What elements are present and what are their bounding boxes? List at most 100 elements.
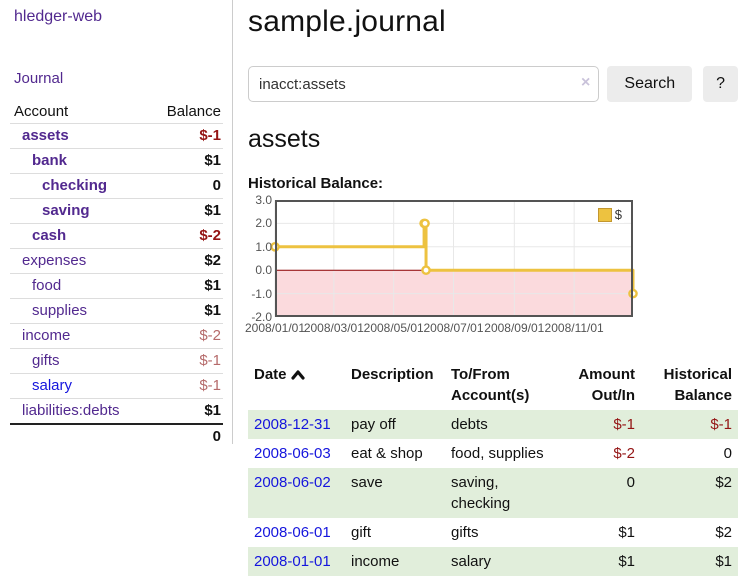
- transaction-amount: $1: [618, 524, 635, 541]
- account-link-liabilities-debts[interactable]: liabilities:debts: [22, 402, 120, 419]
- account-row: cash $-2: [10, 223, 223, 249]
- clear-search-icon[interactable]: ×: [581, 74, 591, 91]
- transaction-row: 2008-12-31 pay off debts $-1 $-1: [248, 410, 738, 439]
- sort-ascending-icon: [290, 370, 305, 380]
- x-axis-tick-label: 2008/05/01: [363, 321, 424, 335]
- transaction-row: 2008-06-01 gift gifts $1 $2: [248, 518, 738, 547]
- journal-link[interactable]: Journal: [14, 70, 64, 87]
- sidebar: hledger-web Journal Account Balance asse…: [0, 0, 233, 449]
- account-row: checking 0: [10, 173, 223, 199]
- chart-title: Historical Balance:: [248, 175, 384, 192]
- y-axis-tick-label: 3.0: [255, 193, 272, 207]
- accounts-total-value: 0: [10, 423, 223, 449]
- date-column-header[interactable]: Date: [248, 362, 345, 410]
- account-name-cell: supplies: [10, 298, 148, 324]
- transactions-header-row: Date Description To/From Account(s) Amoun…: [248, 362, 738, 410]
- transaction-date-link[interactable]: 2008-06-01: [254, 524, 331, 541]
- x-axis-tick-label: 2008/09/01: [484, 321, 545, 335]
- transaction-amount: $1: [618, 553, 635, 570]
- search-input[interactable]: [248, 66, 600, 102]
- account-name-cell: cash: [10, 223, 148, 249]
- accounts-table: Account Balance assets $-1 bank $1 checking 0…: [10, 101, 223, 449]
- account-link-cash[interactable]: cash: [32, 227, 67, 244]
- transaction-accounts: food, supplies: [451, 445, 544, 462]
- account-link-food[interactable]: food: [32, 277, 62, 294]
- transaction-row: 2008-06-03 eat & shop food, supplies $-2 0: [248, 439, 738, 468]
- account-link-expenses[interactable]: expenses: [22, 252, 87, 269]
- account-balance: $1: [147, 298, 223, 324]
- account-row: expenses $2: [10, 248, 223, 274]
- transaction-amount: 0: [626, 474, 635, 491]
- account-row: supplies $1: [10, 298, 223, 324]
- y-axis-tick-label: -2.0: [251, 310, 272, 324]
- account-link-saving[interactable]: saving: [42, 202, 90, 219]
- transaction-description: save: [351, 474, 383, 491]
- accounts-total-row: 0: [10, 423, 223, 449]
- account-link-gifts[interactable]: gifts: [32, 352, 60, 369]
- accounts-header-balance: Balance: [166, 103, 221, 120]
- transaction-date-cell: 2008-06-01: [248, 518, 345, 547]
- account-name-cell: saving: [10, 198, 148, 224]
- amount-column-header: Amount Out/In: [578, 366, 635, 404]
- account-link-salary[interactable]: salary: [32, 377, 73, 394]
- accounts-header-account: Account: [14, 103, 69, 120]
- account-row: assets $-1: [10, 123, 223, 149]
- x-axis-tick-label: 2008/07/01: [423, 321, 484, 335]
- account-balance: $-2: [147, 223, 223, 249]
- account-balance: $1: [147, 398, 223, 424]
- account-link-bank[interactable]: bank: [32, 152, 68, 169]
- account-name-cell: checking: [10, 173, 148, 199]
- transaction-date-link[interactable]: 2008-06-03: [254, 445, 331, 462]
- account-name-cell: liabilities:debts: [10, 398, 148, 424]
- chart-canvas: [270, 200, 638, 317]
- account-balance: $2: [147, 248, 223, 274]
- transaction-accounts: gifts: [451, 524, 479, 541]
- transaction-date-cell: 2008-01-01: [248, 547, 345, 576]
- account-heading: assets: [248, 125, 321, 153]
- accounts-column-header: To/From Account(s): [451, 366, 530, 404]
- account-balance: $1: [147, 198, 223, 224]
- transaction-date-cell: 2008-06-03: [248, 439, 345, 468]
- account-name-cell: salary: [10, 373, 148, 399]
- account-balance: $-2: [147, 323, 223, 349]
- transaction-row: 2008-01-01 income salary $1 $1: [248, 547, 738, 576]
- transaction-date-cell: 2008-12-31: [248, 410, 345, 439]
- transaction-accounts: salary: [451, 553, 492, 570]
- account-balance: 0: [147, 173, 223, 199]
- account-row: food $1: [10, 273, 223, 299]
- transaction-description: gift: [351, 524, 372, 541]
- chart-plot-area: $: [270, 200, 638, 317]
- y-axis-tick-label: 1.0: [255, 239, 272, 254]
- x-axis-tick-label: 2008/01/01: [244, 321, 306, 335]
- transaction-description: pay off: [351, 416, 396, 433]
- account-link-assets[interactable]: assets: [22, 127, 69, 144]
- account-name-cell: expenses: [10, 248, 148, 274]
- brand-link[interactable]: hledger-web: [14, 8, 103, 25]
- account-link-income[interactable]: income: [22, 327, 71, 344]
- legend-label: $: [614, 207, 622, 222]
- transaction-date-link[interactable]: 2008-06-02: [254, 474, 331, 491]
- description-column-header: Description: [351, 366, 434, 383]
- transaction-date-link[interactable]: 2008-01-01: [254, 553, 331, 570]
- transaction-description: income: [351, 553, 400, 570]
- page-title: sample.journal: [248, 5, 446, 38]
- account-row: salary $-1: [10, 373, 223, 399]
- transaction-date-link[interactable]: 2008-12-31: [254, 416, 331, 433]
- help-button[interactable]: ?: [703, 66, 738, 102]
- account-link-supplies[interactable]: supplies: [32, 302, 88, 319]
- account-balance: $1: [147, 148, 223, 174]
- transaction-accounts: debts: [451, 416, 488, 433]
- y-axis-tick-label: 2.0: [255, 216, 272, 231]
- x-axis-tick-label: 2008/11/01: [544, 321, 604, 335]
- main-content: sample.journal × Search ? assets Histori…: [244, 0, 738, 576]
- transaction-balance: $2: [715, 474, 732, 491]
- search-button[interactable]: Search: [607, 66, 693, 102]
- account-link-checking[interactable]: checking: [42, 177, 108, 194]
- historical-balance-chart: $ 3.0 2.0 1.0 0.0 -1.0 -2.0 2008/01/01 2008/03/…: [244, 193, 738, 340]
- y-axis-tick-label: 0.0: [255, 263, 272, 278]
- x-axis-tick-label: 2008/03/01: [303, 321, 364, 335]
- search-box: ×: [248, 66, 600, 102]
- account-name-cell: bank: [10, 148, 148, 174]
- transaction-description: eat & shop: [351, 445, 423, 462]
- transaction-balance: $2: [715, 524, 732, 541]
